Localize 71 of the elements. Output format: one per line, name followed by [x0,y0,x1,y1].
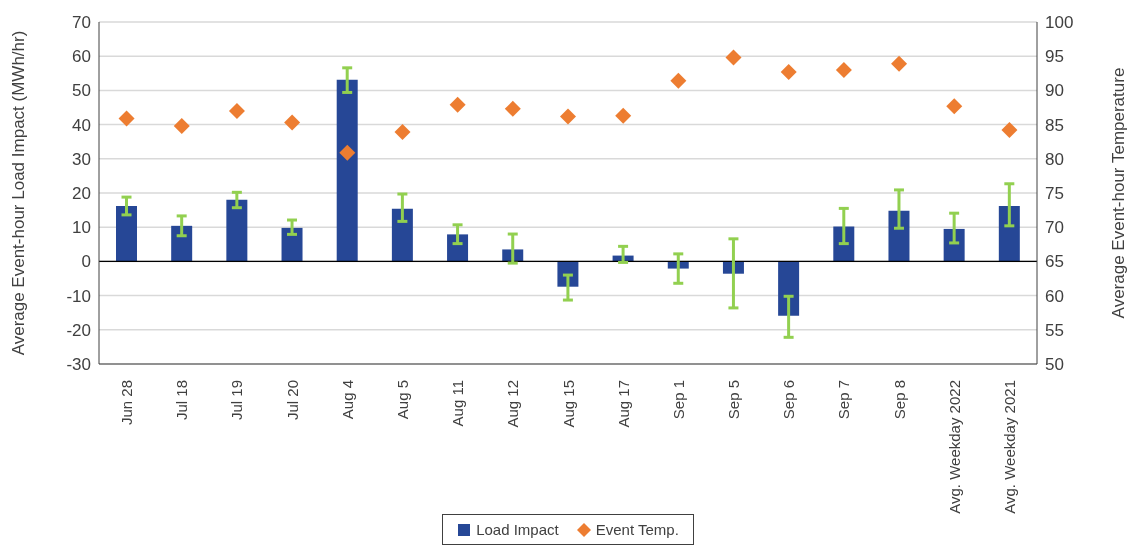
x-tick-label: Aug 12 [504,380,522,428]
point [835,61,852,78]
bar [391,208,413,262]
y2-tick-label: 70 [1045,218,1064,238]
point [339,144,356,161]
bar [888,210,910,262]
y2-tick-label: 50 [1045,355,1064,375]
y2-tick-label: 55 [1045,320,1064,340]
point [449,96,466,113]
x-tick-label: Avg. Weekday 2022 [945,380,963,514]
bar [116,206,137,262]
bar [778,261,800,316]
x-tick-label: Avg. Weekday 2021 [1000,380,1018,514]
y-tick-label: 30 [72,149,91,169]
y2-tick-label: 80 [1045,149,1064,169]
y2-tick-label: 60 [1045,286,1064,306]
y-tick-label: 50 [72,81,91,101]
point [725,49,742,66]
y2-axis-title: Average Event-hour Temperature [1109,67,1129,319]
point [394,124,411,141]
point [891,55,908,72]
bar [943,228,965,262]
bar [336,79,358,262]
point [670,72,687,89]
point [284,114,301,131]
y-tick-label: 20 [72,184,91,204]
x-tick-label: Sep 7 [835,380,853,420]
bar [998,206,1020,262]
y2-tick-label: 95 [1045,47,1064,67]
x-tick-label: Jul 18 [173,380,191,421]
x-tick-label: Jun 28 [118,380,136,426]
y-tick-label: 40 [72,115,91,135]
y2-tick-label: 85 [1045,115,1064,135]
x-tick-label: Sep 1 [669,380,687,420]
x-tick-label: Aug 17 [614,380,632,428]
point [228,102,245,119]
y-tick-label: -10 [66,286,91,306]
y2-tick-label: 65 [1045,252,1064,272]
x-tick-label: Aug 5 [393,380,411,420]
x-tick-label: Jul 19 [228,380,246,421]
x-tick-label: Sep 8 [890,380,908,420]
bar [171,225,193,262]
x-tick-label: Sep 6 [780,380,798,420]
y2-tick-label: 100 [1045,13,1074,33]
point [560,108,576,125]
bar [447,234,469,262]
bar [281,227,303,262]
legend-label: Load Impact [475,521,559,538]
point [504,100,521,117]
y-tick-label: 60 [72,47,91,67]
x-tick-label: Jul 20 [283,380,301,421]
bar [226,199,248,262]
point [615,107,632,124]
y-axis-title: Average Event-hour Load Impact (MWh/hr) [9,30,29,356]
y-tick-label: -30 [66,355,91,375]
point [780,63,797,80]
y2-tick-label: 75 [1045,184,1064,204]
x-tick-label: Aug 4 [338,380,356,420]
y-tick-label: 0 [81,252,91,272]
x-tick-label: Sep 5 [725,380,743,420]
y-tick-label: 10 [72,218,91,238]
legend-label: Event Temp. [594,521,679,538]
y-tick-label: 70 [72,13,91,33]
x-tick-label: Aug 15 [559,380,577,428]
point [173,117,190,134]
point [1001,122,1018,139]
point [118,110,135,127]
y2-tick-label: 90 [1045,81,1064,101]
y-tick-label: -20 [66,320,91,340]
point [946,98,963,115]
x-tick-label: Aug 11 [449,380,467,427]
